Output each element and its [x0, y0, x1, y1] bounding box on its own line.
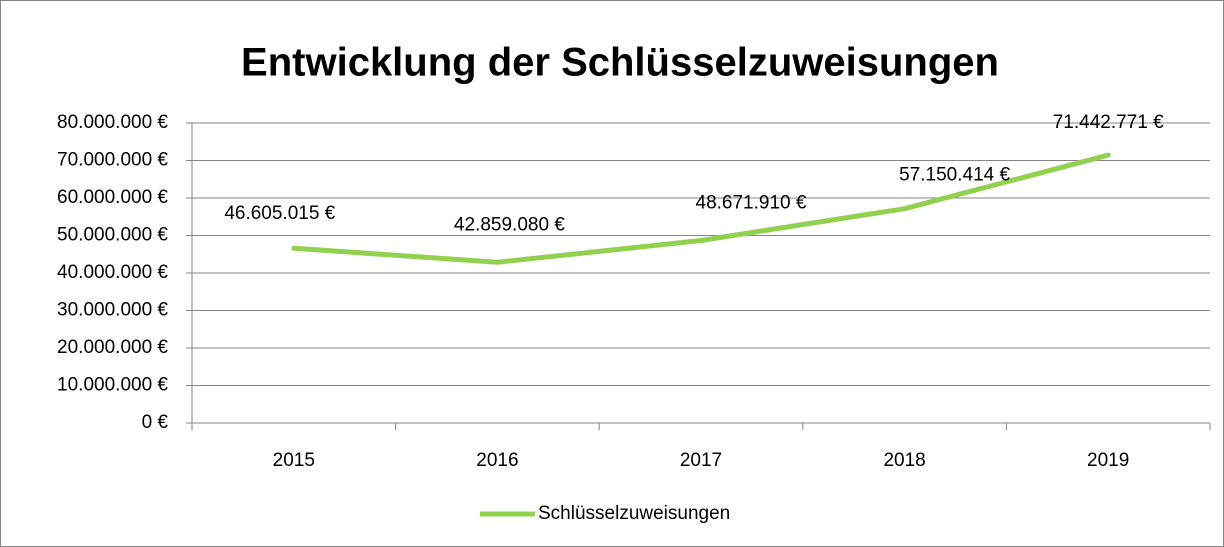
- x-tick-label: 2016: [476, 450, 518, 471]
- data-label: 46.605.015 €: [224, 203, 335, 224]
- x-tick-label: 2019: [1087, 450, 1129, 471]
- y-tick-label: 20.000.000 €: [57, 337, 168, 358]
- y-tick-label: 30.000.000 €: [57, 300, 168, 321]
- y-tick-label: 50.000.000 €: [57, 225, 168, 246]
- x-tick-label: 2015: [273, 450, 315, 471]
- chart-title: Entwicklung der Schlüsselzuweisungen: [241, 41, 999, 85]
- data-label: 42.859.080 €: [454, 214, 565, 235]
- data-label: 57.150.414 €: [899, 165, 1010, 186]
- y-tick-label: 0 €: [142, 412, 169, 433]
- y-tick-label: 80.000.000 €: [57, 112, 168, 133]
- x-tick-label: 2018: [883, 450, 925, 471]
- data-line: [291, 152, 1111, 265]
- y-tick-label: 40.000.000 €: [57, 262, 168, 283]
- data-label: 48.671.910 €: [696, 192, 807, 213]
- legend-label: Schlüsselzuweisungen: [538, 503, 730, 524]
- x-tick-label: 2017: [680, 450, 722, 471]
- data-label: 71.442.771 €: [1053, 112, 1164, 133]
- y-tick-label: 70.000.000 €: [57, 150, 168, 171]
- y-tick-label: 60.000.000 €: [57, 187, 168, 208]
- y-tick-label: 10.000.000 €: [57, 375, 168, 396]
